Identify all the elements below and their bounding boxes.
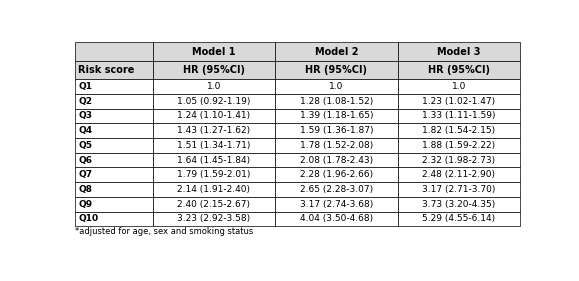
Text: 3.17 (2.71-3.70): 3.17 (2.71-3.70) bbox=[422, 185, 496, 194]
Text: 1.78 (1.52-2.08): 1.78 (1.52-2.08) bbox=[300, 141, 373, 150]
Bar bbox=[275, 182, 398, 197]
Text: 2.14 (1.91-2.40): 2.14 (1.91-2.40) bbox=[177, 185, 250, 194]
Text: 1.51 (1.34-1.71): 1.51 (1.34-1.71) bbox=[177, 141, 251, 150]
Bar bbox=[75, 212, 153, 226]
Text: Q9: Q9 bbox=[78, 200, 92, 209]
Bar bbox=[75, 108, 153, 123]
Text: Q3: Q3 bbox=[78, 112, 92, 121]
Bar bbox=[153, 167, 275, 182]
Text: 1.0: 1.0 bbox=[452, 82, 466, 91]
Text: Q8: Q8 bbox=[78, 185, 92, 194]
Text: Q7: Q7 bbox=[78, 170, 92, 179]
Text: 1.23 (1.02-1.47): 1.23 (1.02-1.47) bbox=[422, 97, 496, 106]
Text: 1.64 (1.45-1.84): 1.64 (1.45-1.84) bbox=[177, 156, 251, 165]
Bar bbox=[398, 94, 520, 108]
Text: Model 1: Model 1 bbox=[192, 47, 236, 56]
Bar bbox=[275, 167, 398, 182]
Text: HR (95%CI): HR (95%CI) bbox=[183, 65, 245, 75]
Text: 3.73 (3.20-4.35): 3.73 (3.20-4.35) bbox=[422, 200, 496, 209]
Text: 3.23 (2.92-3.58): 3.23 (2.92-3.58) bbox=[177, 214, 251, 223]
Text: Q1: Q1 bbox=[78, 82, 92, 91]
Text: 4.04 (3.50-4.68): 4.04 (3.50-4.68) bbox=[300, 214, 373, 223]
Bar bbox=[275, 123, 398, 138]
Bar bbox=[275, 138, 398, 153]
Text: HR (95%CI): HR (95%CI) bbox=[305, 65, 368, 75]
Bar bbox=[275, 94, 398, 108]
Text: Q6: Q6 bbox=[78, 156, 92, 165]
Bar bbox=[75, 167, 153, 182]
Bar bbox=[75, 123, 153, 138]
Bar bbox=[398, 108, 520, 123]
Bar bbox=[75, 197, 153, 212]
Bar bbox=[153, 212, 275, 226]
Text: 2.28 (1.96-2.66): 2.28 (1.96-2.66) bbox=[300, 170, 373, 179]
Bar bbox=[153, 123, 275, 138]
Bar bbox=[275, 79, 398, 94]
Text: Model 2: Model 2 bbox=[314, 47, 358, 56]
Bar bbox=[153, 182, 275, 197]
Bar bbox=[75, 182, 153, 197]
Text: Q5: Q5 bbox=[78, 141, 92, 150]
Bar bbox=[153, 61, 275, 79]
Text: 1.05 (0.92-1.19): 1.05 (0.92-1.19) bbox=[177, 97, 251, 106]
Bar bbox=[153, 94, 275, 108]
Bar bbox=[75, 61, 153, 79]
Text: *adjusted for age, sex and smoking status: *adjusted for age, sex and smoking statu… bbox=[75, 227, 253, 236]
Text: 1.88 (1.59-2.22): 1.88 (1.59-2.22) bbox=[422, 141, 496, 150]
Text: 2.48 (2.11-2.90): 2.48 (2.11-2.90) bbox=[423, 170, 496, 179]
Bar bbox=[275, 212, 398, 226]
Bar bbox=[398, 42, 520, 61]
Bar bbox=[153, 42, 275, 61]
Text: 3.17 (2.74-3.68): 3.17 (2.74-3.68) bbox=[300, 200, 373, 209]
Text: Q2: Q2 bbox=[78, 97, 92, 106]
Bar bbox=[398, 123, 520, 138]
Bar bbox=[75, 42, 153, 61]
Text: 1.0: 1.0 bbox=[207, 82, 221, 91]
Text: 1.0: 1.0 bbox=[329, 82, 343, 91]
Text: 2.08 (1.78-2.43): 2.08 (1.78-2.43) bbox=[300, 156, 373, 165]
Bar bbox=[275, 42, 398, 61]
Text: 2.32 (1.98-2.73): 2.32 (1.98-2.73) bbox=[422, 156, 496, 165]
Bar bbox=[398, 79, 520, 94]
Bar bbox=[153, 153, 275, 167]
Bar bbox=[153, 108, 275, 123]
Bar bbox=[75, 94, 153, 108]
Bar bbox=[75, 79, 153, 94]
Bar bbox=[398, 138, 520, 153]
Bar bbox=[75, 138, 153, 153]
Bar bbox=[275, 153, 398, 167]
Bar bbox=[398, 167, 520, 182]
Text: 5.29 (4.55-6.14): 5.29 (4.55-6.14) bbox=[422, 214, 496, 223]
Bar bbox=[398, 197, 520, 212]
Text: Model 3: Model 3 bbox=[437, 47, 481, 56]
Bar bbox=[153, 79, 275, 94]
Bar bbox=[398, 153, 520, 167]
Text: 1.59 (1.36-1.87): 1.59 (1.36-1.87) bbox=[300, 126, 373, 135]
Bar bbox=[153, 138, 275, 153]
Text: 1.39 (1.18-1.65): 1.39 (1.18-1.65) bbox=[300, 112, 373, 121]
Bar bbox=[398, 61, 520, 79]
Text: 1.43 (1.27-1.62): 1.43 (1.27-1.62) bbox=[177, 126, 251, 135]
Text: Q10: Q10 bbox=[78, 214, 98, 223]
Bar bbox=[398, 212, 520, 226]
Text: 1.28 (1.08-1.52): 1.28 (1.08-1.52) bbox=[300, 97, 373, 106]
Text: 1.82 (1.54-2.15): 1.82 (1.54-2.15) bbox=[422, 126, 496, 135]
Text: 2.40 (2.15-2.67): 2.40 (2.15-2.67) bbox=[177, 200, 250, 209]
Text: Q4: Q4 bbox=[78, 126, 92, 135]
Bar bbox=[275, 197, 398, 212]
Text: 2.65 (2.28-3.07): 2.65 (2.28-3.07) bbox=[300, 185, 373, 194]
Text: 1.79 (1.59-2.01): 1.79 (1.59-2.01) bbox=[177, 170, 251, 179]
Bar bbox=[398, 182, 520, 197]
Bar bbox=[275, 61, 398, 79]
Text: HR (95%CI): HR (95%CI) bbox=[428, 65, 490, 75]
Bar bbox=[153, 197, 275, 212]
Text: 1.24 (1.10-1.41): 1.24 (1.10-1.41) bbox=[177, 112, 251, 121]
Bar bbox=[75, 153, 153, 167]
Text: 1.33 (1.11-1.59): 1.33 (1.11-1.59) bbox=[422, 112, 496, 121]
Text: Risk score: Risk score bbox=[78, 65, 134, 75]
Bar bbox=[275, 108, 398, 123]
